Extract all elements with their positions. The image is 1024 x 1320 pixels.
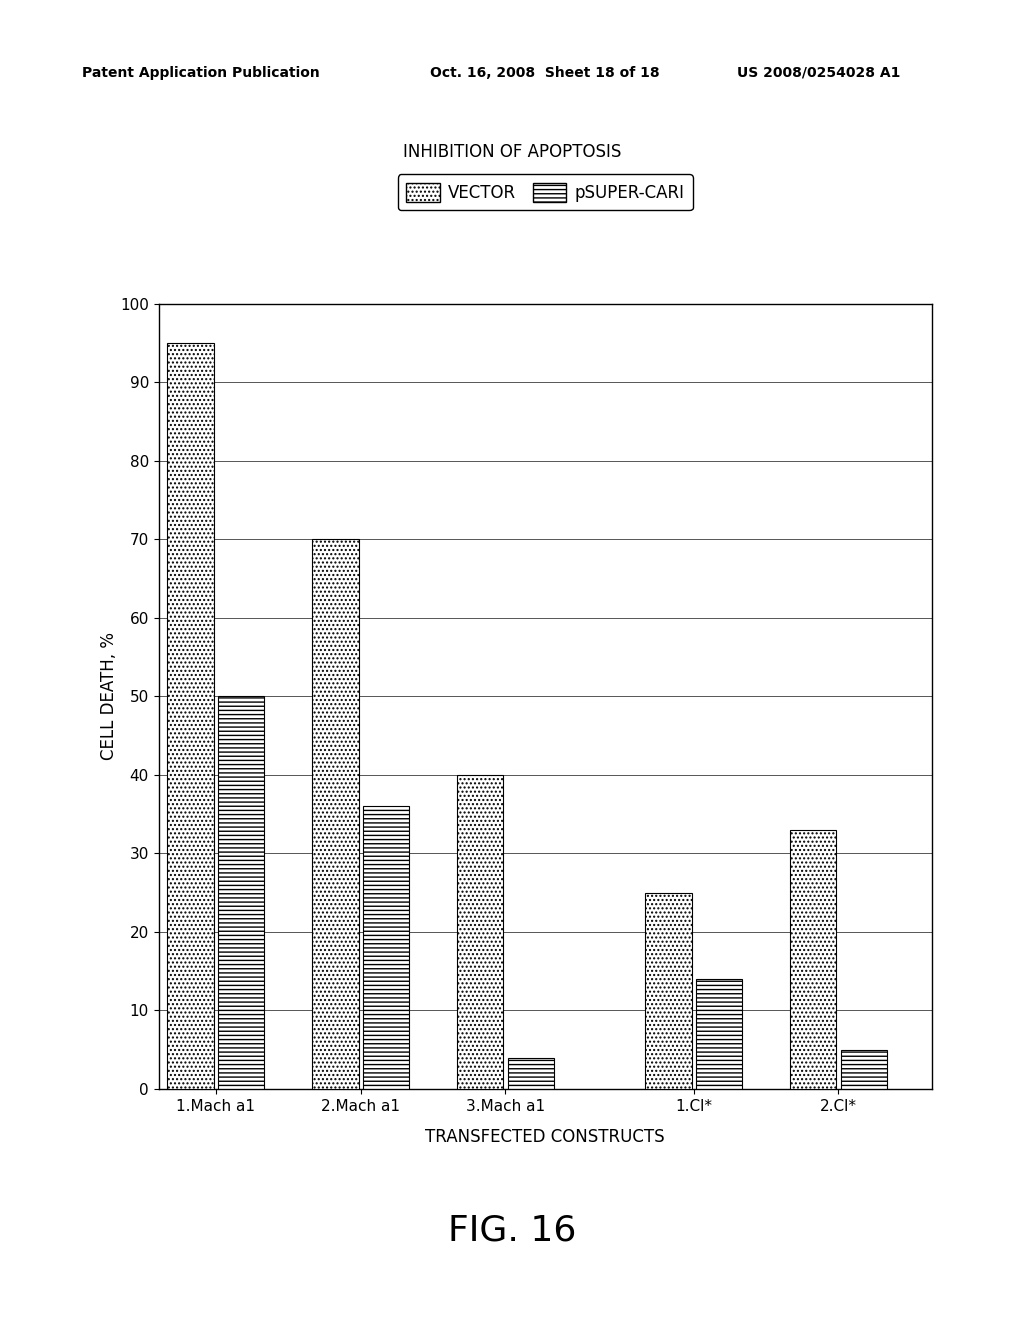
Bar	[457, 775, 503, 1089]
Bar	[167, 343, 214, 1089]
Bar	[841, 1049, 887, 1089]
Y-axis label: CELL DEATH, %: CELL DEATH, %	[100, 632, 118, 760]
Bar	[696, 979, 742, 1089]
Bar	[645, 892, 691, 1089]
Text: US 2008/0254028 A1: US 2008/0254028 A1	[737, 66, 901, 81]
Bar	[790, 830, 837, 1089]
X-axis label: TRANSFECTED CONSTRUCTS: TRANSFECTED CONSTRUCTS	[425, 1127, 666, 1146]
Text: INHIBITION OF APOPTOSIS: INHIBITION OF APOPTOSIS	[402, 143, 622, 161]
Bar	[312, 539, 358, 1089]
Bar	[362, 807, 410, 1089]
Bar	[218, 697, 264, 1089]
Legend: VECTOR, pSUPER-CARI: VECTOR, pSUPER-CARI	[398, 174, 692, 210]
Text: FIG. 16: FIG. 16	[447, 1213, 577, 1247]
Text: Oct. 16, 2008  Sheet 18 of 18: Oct. 16, 2008 Sheet 18 of 18	[430, 66, 659, 81]
Text: Patent Application Publication: Patent Application Publication	[82, 66, 319, 81]
Bar	[508, 1057, 554, 1089]
